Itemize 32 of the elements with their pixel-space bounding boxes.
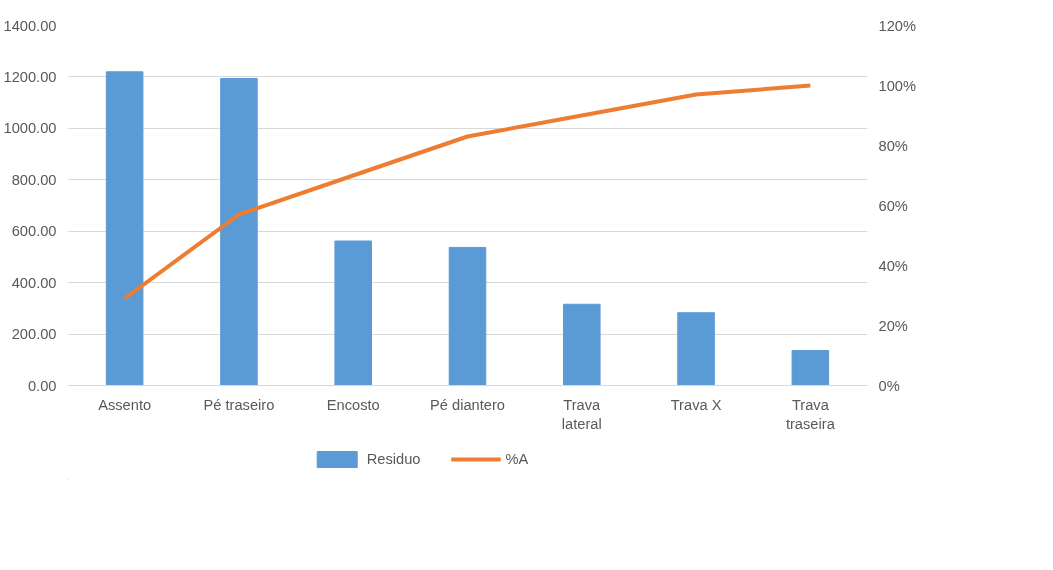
y-tick-label: 400.00: [11, 274, 57, 291]
y2-tick-label: 100%: [878, 77, 916, 94]
y2-tick-label: 120%: [878, 17, 916, 34]
y-tick-label: 800.00: [11, 171, 57, 188]
x-tick-label: Trava traseira: [785, 396, 836, 432]
x-tick-label: Assento: [98, 396, 152, 413]
bar: [791, 350, 830, 386]
legend-label: Residuo: [366, 451, 421, 467]
bar: [677, 312, 715, 386]
bar: [448, 246, 487, 386]
y-tick-label: 1200.00: [3, 68, 57, 85]
x-tick-label: Trava lateral: [561, 396, 602, 432]
line-series: [122, 83, 813, 301]
x-tick-label: Trava X: [670, 396, 722, 413]
bar: [334, 240, 372, 386]
y2-tick-label: 40%: [878, 257, 908, 274]
x-tick-label: Encosto: [326, 396, 380, 413]
y-tick-label: 1000.00: [3, 120, 57, 137]
y-tick-label: 0.00: [27, 377, 57, 394]
y2-tick-label: 20%: [878, 317, 908, 334]
legend-label: %A: [505, 451, 529, 467]
y-tick-label: 600.00: [11, 223, 57, 240]
y2-tick-label: 60%: [878, 197, 908, 214]
y2-tick-label: 0%: [878, 377, 900, 394]
bar: [105, 71, 144, 386]
y2-tick-label: 80%: [878, 137, 908, 154]
bar: [563, 303, 601, 386]
y-tick-label: 200.00: [11, 326, 57, 343]
x-tick-label: Pé diantero: [430, 396, 505, 413]
x-tick-label: Pé traseiro: [203, 396, 275, 413]
bar: [220, 77, 258, 386]
y-tick-label: 1400.00: [3, 17, 57, 34]
